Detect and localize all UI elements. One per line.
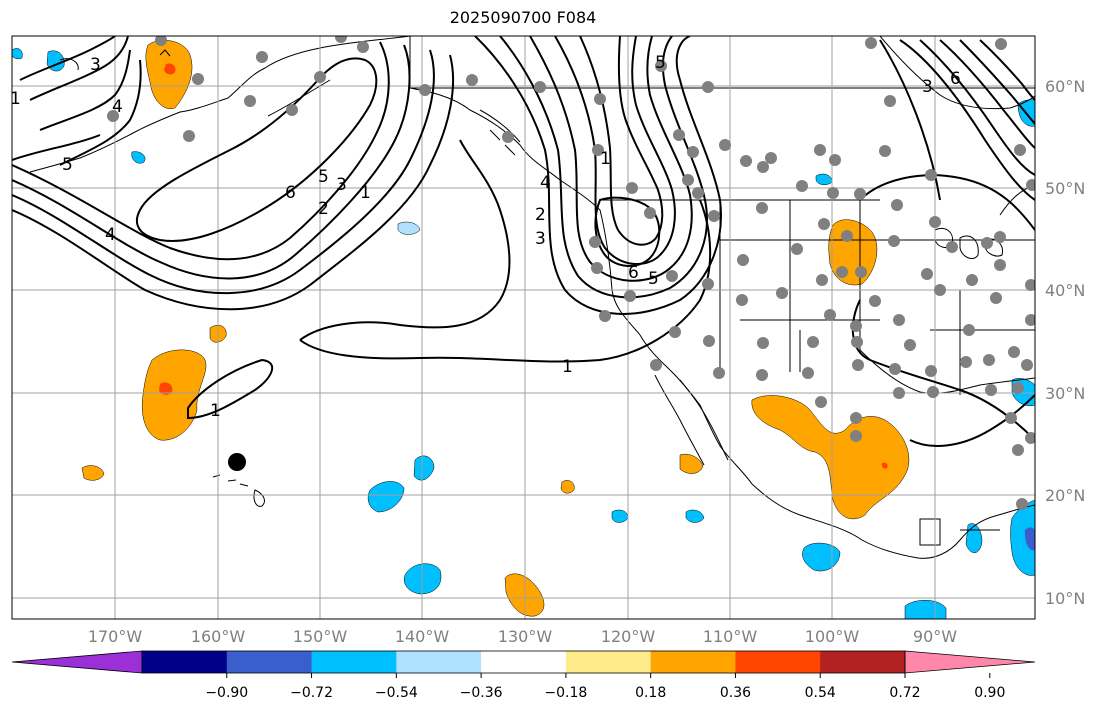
colorbar-extend-high xyxy=(904,650,1036,674)
latitude-labels: 60°N 50°N 40°N 30°N 20°N 10°N xyxy=(1045,77,1085,608)
positive-area xyxy=(81,465,105,481)
contour-label: 5 xyxy=(655,53,666,73)
lon-label: 130°W xyxy=(498,627,553,646)
contour-label: 2 xyxy=(535,205,546,225)
colorbar-segment xyxy=(226,651,313,673)
negative-area xyxy=(413,455,435,481)
contour-label: 4 xyxy=(105,225,116,245)
station-markers xyxy=(107,36,1035,510)
colorbar-ticks: −0.90 −0.72 −0.54 −0.36 −0.18 0.18 0.36 0.54 0.7… xyxy=(205,673,1005,701)
negative-core xyxy=(1024,527,1035,551)
positive-area xyxy=(828,219,878,286)
colorbar-tick-label: −0.54 xyxy=(375,685,418,701)
contour-label: 1 xyxy=(360,183,371,203)
lat-label: 10°N xyxy=(1045,589,1085,608)
contour-label: 6 xyxy=(628,263,639,283)
positive-area xyxy=(679,453,704,474)
colorbar-outline xyxy=(141,650,906,674)
map-title: 2025090700 F084 xyxy=(449,8,597,27)
lon-label: 90°W xyxy=(913,627,957,646)
lat-label: 40°N xyxy=(1045,281,1085,300)
contour-label: 6 xyxy=(285,183,296,203)
negative-area xyxy=(965,523,983,553)
lon-label: 140°W xyxy=(395,627,450,646)
contour-label: 3 xyxy=(922,77,933,97)
colorbar-tick-label: −0.18 xyxy=(544,685,587,701)
contour-label: 1 xyxy=(600,149,611,169)
lat-label: 50°N xyxy=(1045,179,1085,198)
lat-label: 20°N xyxy=(1045,486,1085,505)
contour-label: 2 xyxy=(318,199,329,219)
positive-core xyxy=(881,462,888,469)
colorbar-extend-low xyxy=(11,650,143,674)
colorbar-segment xyxy=(396,651,482,673)
positive-area xyxy=(560,480,575,494)
map-border xyxy=(11,35,1036,620)
contour-label: 3 xyxy=(336,175,347,195)
lat-label: 30°N xyxy=(1045,384,1085,403)
contours xyxy=(12,36,1035,447)
contour-label: 1 xyxy=(562,357,573,377)
negative-area xyxy=(904,600,947,619)
colorbar-tick-label: −0.36 xyxy=(460,685,503,701)
contour-label: 6 xyxy=(950,69,961,89)
colorbar-segments xyxy=(11,650,1036,674)
map-area: 1 3 4 5 4 6 5 2 3 1 1 1 3 2 4 6 5 5 1 6 … xyxy=(10,36,1035,619)
longitude-labels: 170°W 160°W 150°W 140°W 130°W 120°W 110°… xyxy=(88,627,957,646)
shaded-anomalies xyxy=(12,40,1035,619)
lon-label: 170°W xyxy=(88,627,143,646)
contour-labels: 1 3 4 5 4 6 5 2 3 1 1 1 3 2 4 6 5 5 1 6 … xyxy=(10,53,961,421)
negative-area xyxy=(397,221,421,235)
contour-label: 5 xyxy=(62,155,73,175)
colorbar-segment xyxy=(142,651,228,673)
positive-area xyxy=(145,40,193,109)
contour-label: 4 xyxy=(112,97,123,117)
lon-label: 100°W xyxy=(805,627,860,646)
colorbar-tick-label: 0.18 xyxy=(635,685,666,701)
colorbar-segment xyxy=(820,651,906,673)
contour-label: 1 xyxy=(10,89,21,109)
contour-label: 3 xyxy=(535,229,546,249)
negative-area xyxy=(367,481,405,513)
colorbar-tick-label: 0.90 xyxy=(974,685,1005,701)
lon-label: 150°W xyxy=(293,627,348,646)
colorbar-segment xyxy=(650,651,736,673)
contour-label: 5 xyxy=(648,269,659,289)
colorbar-tick-label: 0.36 xyxy=(720,685,751,701)
negative-area xyxy=(12,48,23,60)
lat-label: 60°N xyxy=(1045,77,1085,96)
colorbar-tick-label: 0.72 xyxy=(889,685,920,701)
colorbar-tick-label: −0.90 xyxy=(205,685,248,701)
colorbar: −0.90 −0.72 −0.54 −0.36 −0.18 0.18 0.36 0.54 0.7… xyxy=(11,650,1036,701)
positive-core xyxy=(159,382,173,395)
positive-area xyxy=(751,395,910,520)
colorbar-tick-label: 0.54 xyxy=(805,685,836,701)
colorbar-tick-label: −0.72 xyxy=(290,685,333,701)
colorbar-segment xyxy=(565,651,652,673)
contour-label: 1 xyxy=(210,401,221,421)
negative-area xyxy=(685,509,705,523)
negative-area xyxy=(131,151,146,164)
colorbar-segment xyxy=(311,651,397,673)
positive-core xyxy=(164,63,176,75)
contour-label: 4 xyxy=(540,173,551,193)
lon-label: 160°W xyxy=(191,627,246,646)
lon-label: 110°W xyxy=(703,627,758,646)
lon-label: 120°W xyxy=(601,627,656,646)
colorbar-segment xyxy=(481,651,567,673)
contour-label: 3 xyxy=(90,55,101,75)
coastlines xyxy=(29,36,1035,559)
contour-label: 5 xyxy=(318,167,329,187)
colorbar-segment xyxy=(735,651,821,673)
hawaii-marker xyxy=(228,453,246,471)
